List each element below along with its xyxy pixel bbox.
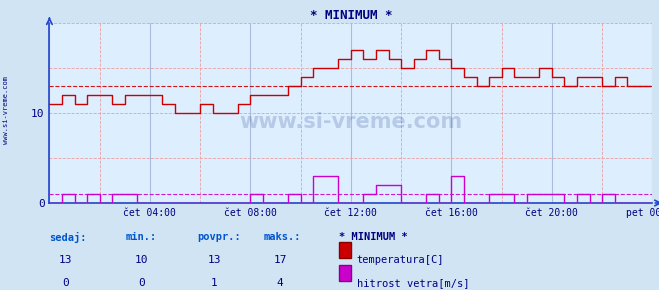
Text: 10: 10	[135, 255, 148, 265]
Text: hitrost vetra[m/s]: hitrost vetra[m/s]	[357, 278, 469, 288]
Text: www.si-vreme.com: www.si-vreme.com	[3, 76, 9, 144]
Text: 13: 13	[208, 255, 221, 265]
Text: sedaj:: sedaj:	[49, 232, 87, 243]
Text: 4: 4	[277, 278, 283, 288]
Text: * MINIMUM *: * MINIMUM *	[339, 232, 408, 242]
Text: 1: 1	[211, 278, 217, 288]
Text: temperatura[C]: temperatura[C]	[357, 255, 444, 265]
Text: 0: 0	[138, 278, 145, 288]
Text: povpr.:: povpr.:	[198, 232, 241, 242]
Text: 17: 17	[273, 255, 287, 265]
Text: 0: 0	[63, 278, 69, 288]
Text: maks.:: maks.:	[264, 232, 301, 242]
Text: www.si-vreme.com: www.si-vreme.com	[239, 112, 463, 132]
Text: min.:: min.:	[125, 232, 156, 242]
Text: 13: 13	[59, 255, 72, 265]
Title: * MINIMUM *: * MINIMUM *	[310, 9, 392, 22]
